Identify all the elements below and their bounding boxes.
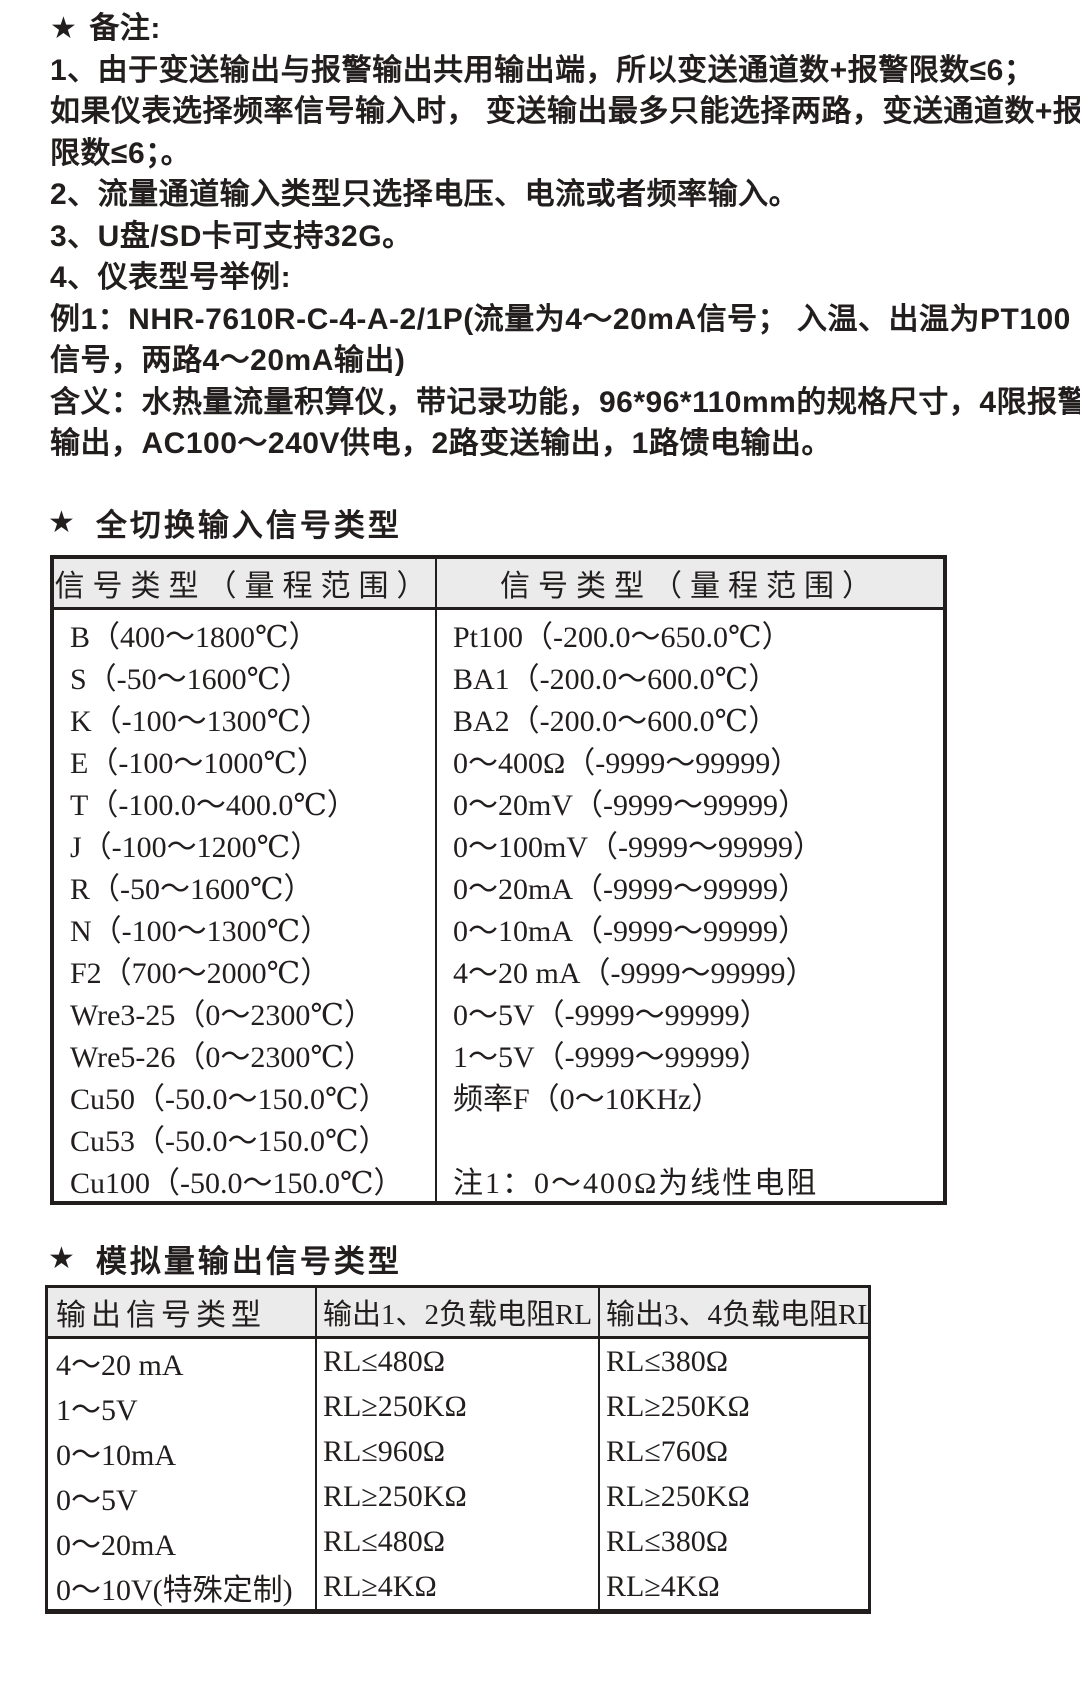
table-row: 0～5V（-9999～99999） xyxy=(453,999,770,1032)
table-row: E（-100～1000℃） xyxy=(70,747,327,780)
table-row: 0～10V(特殊定制) RL≥4KΩ RL≥4KΩ xyxy=(48,1564,868,1609)
table-cell: 1～5V xyxy=(48,1384,317,1429)
table-row: Cu50（-50.0～150.0℃） xyxy=(70,1083,389,1116)
table-cell: 0～20mA xyxy=(48,1519,317,1564)
table-row: 0～100mV（-9999～99999） xyxy=(453,831,823,864)
table-row: 0～20mA RL≤480Ω RL≤380Ω xyxy=(48,1519,868,1564)
table-row: K（-100～1300℃） xyxy=(70,705,331,738)
star-icon: ★ xyxy=(48,1241,78,1275)
column-header: 信号类型（量程范围） xyxy=(54,559,437,607)
table-cell: RL≥4KΩ xyxy=(606,1569,720,1603)
table-row: T（-100.0～400.0℃） xyxy=(70,789,357,822)
output-section-heading: ★ 模拟量输出信号类型 xyxy=(48,1236,402,1281)
note-line: 4、仪表型号举例: xyxy=(50,261,292,294)
table-cell: RL≥250KΩ xyxy=(606,1479,750,1513)
table-row: Wre5-26（0～2300℃） xyxy=(70,1041,374,1074)
table-row: B（400～1800℃） xyxy=(70,621,319,654)
table-row: 0～20mV（-9999～99999） xyxy=(453,789,808,822)
note-line: 例1：NHR-7610R-C-4-A-2/1P(流量为4～20mA信号； 入温、… xyxy=(50,302,1071,336)
table-row: 频率F（0～10KHz） xyxy=(453,1083,722,1116)
table-cell: RL≤480Ω xyxy=(317,1339,600,1384)
table-footnote: 注1：0～400Ω为线性电阻 xyxy=(453,1167,819,1200)
input-signal-table-header: 信号类型（量程范围） 信号类型（量程范围） xyxy=(54,559,943,610)
table-cell: 0～10mA xyxy=(48,1429,317,1474)
table-cell: 4～20 mA xyxy=(48,1339,317,1384)
star-icon: ★ xyxy=(48,505,78,539)
note-line: 如果仪表选择频率信号输入时， 变送输出最多只能选择两路，变送通道数+报警 xyxy=(50,95,1080,128)
table-row: Wre3-25（0～2300℃） xyxy=(70,999,374,1032)
star-icon: ★ xyxy=(50,11,78,45)
table-cell: RL≥250KΩ xyxy=(606,1389,750,1423)
table-cell: RL≤380Ω xyxy=(606,1524,729,1558)
table-cell: RL≤760Ω xyxy=(606,1434,729,1468)
table-row: R（-50～1600℃） xyxy=(70,873,314,906)
table-row: BA2（-200.0～600.0℃） xyxy=(453,705,779,738)
table-cell: RL≥250KΩ xyxy=(317,1384,600,1429)
table-row: 0～5V RL≥250KΩ RL≥250KΩ xyxy=(48,1474,868,1519)
table-row: 0～10mA（-9999～99999） xyxy=(453,915,808,948)
table-cell: RL≥250KΩ xyxy=(317,1474,600,1519)
table-row: 0～10mA RL≤960Ω RL≤760Ω xyxy=(48,1429,868,1474)
table-row: 0～20mA（-9999～99999） xyxy=(453,873,808,906)
output-signal-table: 输出信号类型 输出1、2负载电阻RL 输出3、4负载电阻RL 4～20 mA R… xyxy=(45,1285,871,1614)
table-cell: RL≤960Ω xyxy=(317,1429,600,1474)
table-row: N（-100～1300℃） xyxy=(70,915,331,948)
table-row: BA1（-200.0～600.0℃） xyxy=(453,663,779,696)
table-row: S（-50～1600℃） xyxy=(70,663,311,696)
input-signal-table-body: B（400～1800℃） S（-50～1600℃） K（-100～1300℃） … xyxy=(54,610,943,1205)
input-section-heading-label: 全切换输入信号类型 xyxy=(95,508,402,543)
table-cell: RL≤380Ω xyxy=(606,1344,729,1378)
table-row: Cu53（-50.0～150.0℃） xyxy=(70,1125,389,1158)
note-line: 信号，两路4～20mA输出) xyxy=(50,344,406,377)
notes-title-line: ★ 备注: xyxy=(50,8,1055,50)
input-signal-table: 信号类型（量程范围） 信号类型（量程范围） B（400～1800℃） S（-50… xyxy=(50,555,947,1205)
output-section-heading-label: 模拟量输出信号类型 xyxy=(95,1244,402,1279)
column-header: 输出信号类型 xyxy=(48,1288,317,1336)
column-header: 输出3、4负载电阻RL xyxy=(606,1299,868,1331)
output-signal-table-header: 输出信号类型 输出1、2负载电阻RL 输出3、4负载电阻RL xyxy=(48,1288,868,1339)
table-row: 0～400Ω（-9999～99999） xyxy=(453,747,801,780)
input-signal-column-left: B（400～1800℃） S（-50～1600℃） K（-100～1300℃） … xyxy=(54,610,437,1205)
table-cell: RL≥4KΩ xyxy=(317,1564,600,1609)
table-row: 4～20 mA RL≤480Ω RL≤380Ω xyxy=(48,1339,868,1384)
note-line: 含义：水热量流量积算仪，带记录功能，96*96*110mm的规格尺寸，4限报警 xyxy=(50,385,1080,419)
notes-section: ★ 备注: 1、由于变送输出与报警输出共用输出端，所以变送通道数+报警限数≤6；… xyxy=(50,8,1080,465)
note-line: 限数≤6；。 xyxy=(50,136,192,170)
table-row: Cu100（-50.0～150.0℃） xyxy=(70,1167,404,1200)
table-row: 1～5V（-9999～99999） xyxy=(453,1041,770,1074)
column-header: 输出1、2负载电阻RL xyxy=(317,1288,600,1336)
table-row: 4～20 mA（-9999～99999） xyxy=(453,957,816,990)
notes-title: 备注: xyxy=(89,12,161,45)
input-signal-column-right: Pt100（-200.0～650.0℃） BA1（-200.0～600.0℃） … xyxy=(437,610,943,1205)
table-cell: 0～10V(特殊定制) xyxy=(48,1564,317,1609)
table-row: Pt100（-200.0～650.0℃） xyxy=(453,621,792,654)
input-section-heading: ★ 全切换输入信号类型 xyxy=(48,500,402,545)
note-line: 3、U盘/SD卡可支持32G。 xyxy=(50,219,413,253)
note-line: 2、流量通道输入类型只选择电压、电流或者频率输入。 xyxy=(50,178,800,211)
note-line: 1、由于变送输出与报警输出共用输出端，所以变送通道数+报警限数≤6； xyxy=(50,53,1035,87)
table-row: 1～5V RL≥250KΩ RL≥250KΩ xyxy=(48,1384,868,1429)
column-header: 信号类型（量程范围） xyxy=(500,570,880,603)
table-row: F2（700～2000℃） xyxy=(70,957,331,990)
table-cell: 0～5V xyxy=(48,1474,317,1519)
table-row: J（-100～1200℃） xyxy=(70,831,321,864)
table-cell: RL≤480Ω xyxy=(317,1519,600,1564)
note-line: 输出，AC100～240V供电，2路变送输出，1路馈电输出。 xyxy=(50,427,832,460)
